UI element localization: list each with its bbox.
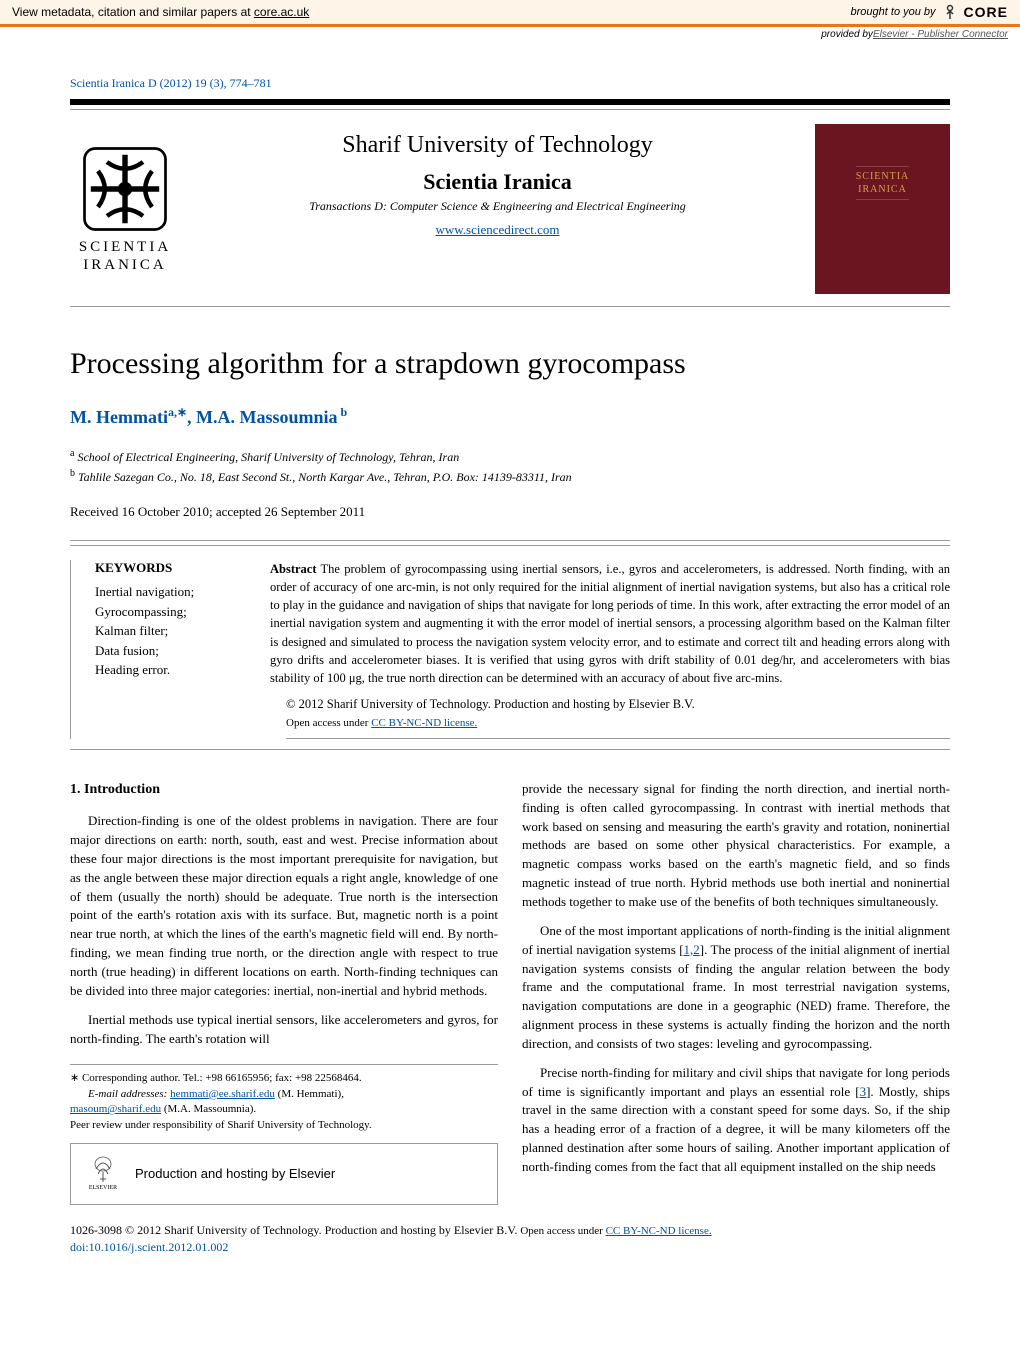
journal-cover: SCIENTIA IRANICA: [815, 124, 950, 294]
cover-line1: SCIENTIA: [856, 170, 910, 183]
abstract-top-rule: [70, 540, 950, 541]
core-link[interactable]: core.ac.uk: [254, 5, 309, 19]
sciencedirect-link[interactable]: www.sciencedirect.com: [435, 222, 559, 237]
doi: doi:10.1016/j.scient.2012.01.002: [70, 1240, 950, 1255]
transactions-line: Transactions D: Computer Science & Engin…: [192, 199, 803, 214]
core-banner: View metadata, citation and similar pape…: [0, 0, 1020, 27]
bottom-line: 1026-3098 © 2012 Sharif University of Te…: [70, 1223, 950, 1238]
core-icon: [942, 4, 958, 20]
col2-para1: provide the necessary signal for finding…: [522, 780, 950, 912]
license-pre: Open access under: [286, 717, 371, 729]
elsevier-logo: ELSEVIER: [85, 1154, 121, 1194]
affiliation-b: Tahlile Sazegan Co., No. 18, East Second…: [75, 470, 572, 484]
elsevier-tree-icon: [88, 1154, 118, 1184]
body-columns: 1. Introduction Direction-finding is one…: [70, 780, 950, 1205]
core-right: brought to you by CORE: [851, 4, 1008, 20]
thin-rule: [70, 109, 950, 110]
author-2-sup: b: [341, 405, 348, 419]
license-link[interactable]: CC BY-NC-ND license.: [371, 717, 477, 729]
journal-name: Scientia Iranica: [192, 169, 803, 195]
cover-title: SCIENTIA IRANICA: [856, 166, 910, 200]
column-left: 1. Introduction Direction-finding is one…: [70, 780, 498, 1205]
ref-link-12[interactable]: 1,2: [684, 942, 700, 957]
affiliations: a School of Electrical Engineering, Shar…: [70, 446, 950, 486]
university-name: Sharif University of Technology: [192, 132, 803, 159]
core-provided: provided by: [821, 29, 873, 40]
core-left: View metadata, citation and similar pape…: [12, 5, 309, 19]
abstract-rule: [286, 738, 950, 739]
page-content: Scientia Iranica D (2012) 19 (3), 774–78…: [0, 46, 1020, 1285]
authors-sep: ,: [187, 407, 196, 427]
core-left-text: View metadata, citation and similar pape…: [12, 5, 254, 19]
thick-rule: [70, 99, 950, 105]
email-2-link[interactable]: masoum@sharif.edu: [70, 1103, 161, 1115]
scientia-logo-icon: [80, 144, 170, 234]
journal-reference: Scientia Iranica D (2012) 19 (3), 774–78…: [70, 76, 950, 91]
elsevier-box: ELSEVIER Production and hosting by Elsev…: [70, 1143, 498, 1205]
column-right: provide the necessary signal for finding…: [522, 780, 950, 1205]
keywords-block: KEYWORDS Inertial navigation; Gyrocompas…: [70, 560, 240, 739]
journal-logo: SCIENTIA IRANICA: [70, 124, 180, 294]
author-2-link[interactable]: M.A. Massoumnia: [196, 407, 338, 427]
logo-text: SCIENTIA IRANICA: [79, 238, 171, 274]
received-dates: Received 16 October 2010; accepted 26 Se…: [70, 504, 950, 520]
elsevier-name: ELSEVIER: [89, 1184, 117, 1192]
abstract-label: Abstract: [270, 562, 317, 576]
keywords-list: Inertial navigation; Gyrocompassing; Kal…: [95, 582, 240, 680]
col1-para2: Inertial methods use typical inertial se…: [70, 1011, 498, 1049]
journal-header: SCIENTIA IRANICA Sharif University of Te…: [70, 114, 950, 307]
abstract-text: The problem of gyrocompassing using iner…: [270, 562, 950, 685]
peer-review: Peer review under responsibility of Shar…: [70, 1118, 498, 1133]
bottom-copyright: 1026-3098 © 2012 Sharif University of Te…: [70, 1223, 520, 1237]
email-label: E-mail addresses:: [88, 1088, 170, 1100]
footnote-corresponding: ∗ Corresponding author. Tel.: +98 661659…: [70, 1071, 498, 1086]
bottom-open: Open access under: [520, 1225, 605, 1237]
article-title: Processing algorithm for a strapdown gyr…: [70, 347, 950, 381]
elsevier-text: Production and hosting by Elsevier: [135, 1165, 335, 1183]
header-center: Sharif University of Technology Scientia…: [192, 124, 803, 294]
email1-who: (M. Hemmati),: [275, 1088, 344, 1100]
doi-link[interactable]: doi:10.1016/j.scient.2012.01.002: [70, 1240, 228, 1254]
logo-line2: IRANICA: [79, 256, 171, 274]
footnote-block: ∗ Corresponding author. Tel.: +98 661659…: [70, 1064, 498, 1205]
logo-line1: SCIENTIA: [79, 238, 171, 256]
intro-heading: 1. Introduction: [70, 780, 498, 800]
keywords-heading: KEYWORDS: [95, 560, 240, 576]
author-1-link[interactable]: M. Hemmati: [70, 407, 168, 427]
authors: M. Hemmatia,∗, M.A. Massoumnia b: [70, 405, 950, 428]
core-brought: brought to you by: [851, 6, 936, 18]
copyright-text: © 2012 Sharif University of Technology. …: [286, 697, 695, 711]
copyright-block: © 2012 Sharif University of Technology. …: [270, 695, 950, 739]
abstract-block: KEYWORDS Inertial navigation; Gyrocompas…: [70, 545, 950, 750]
bottom-license-link[interactable]: CC BY-NC-ND license.: [606, 1225, 712, 1237]
affiliation-a: School of Electrical Engineering, Sharif…: [74, 450, 459, 464]
core-sub: provided by Elsevier - Publisher Connect…: [0, 27, 1020, 46]
email-1-link[interactable]: hemmati@ee.sharif.edu: [170, 1088, 275, 1100]
col2-p2b: ]. The process of the initial alignment …: [522, 942, 950, 1051]
core-provider-link[interactable]: Elsevier - Publisher Connector: [873, 29, 1008, 40]
cover-line2: IRANICA: [856, 183, 910, 196]
core-logo-text: CORE: [964, 4, 1008, 20]
author-1-sup: a,∗: [168, 405, 187, 419]
col1-para1: Direction-finding is one of the oldest p…: [70, 812, 498, 1000]
email2-who: (M.A. Massoumnia).: [161, 1103, 256, 1115]
abstract: Abstract The problem of gyrocompassing u…: [270, 560, 950, 739]
